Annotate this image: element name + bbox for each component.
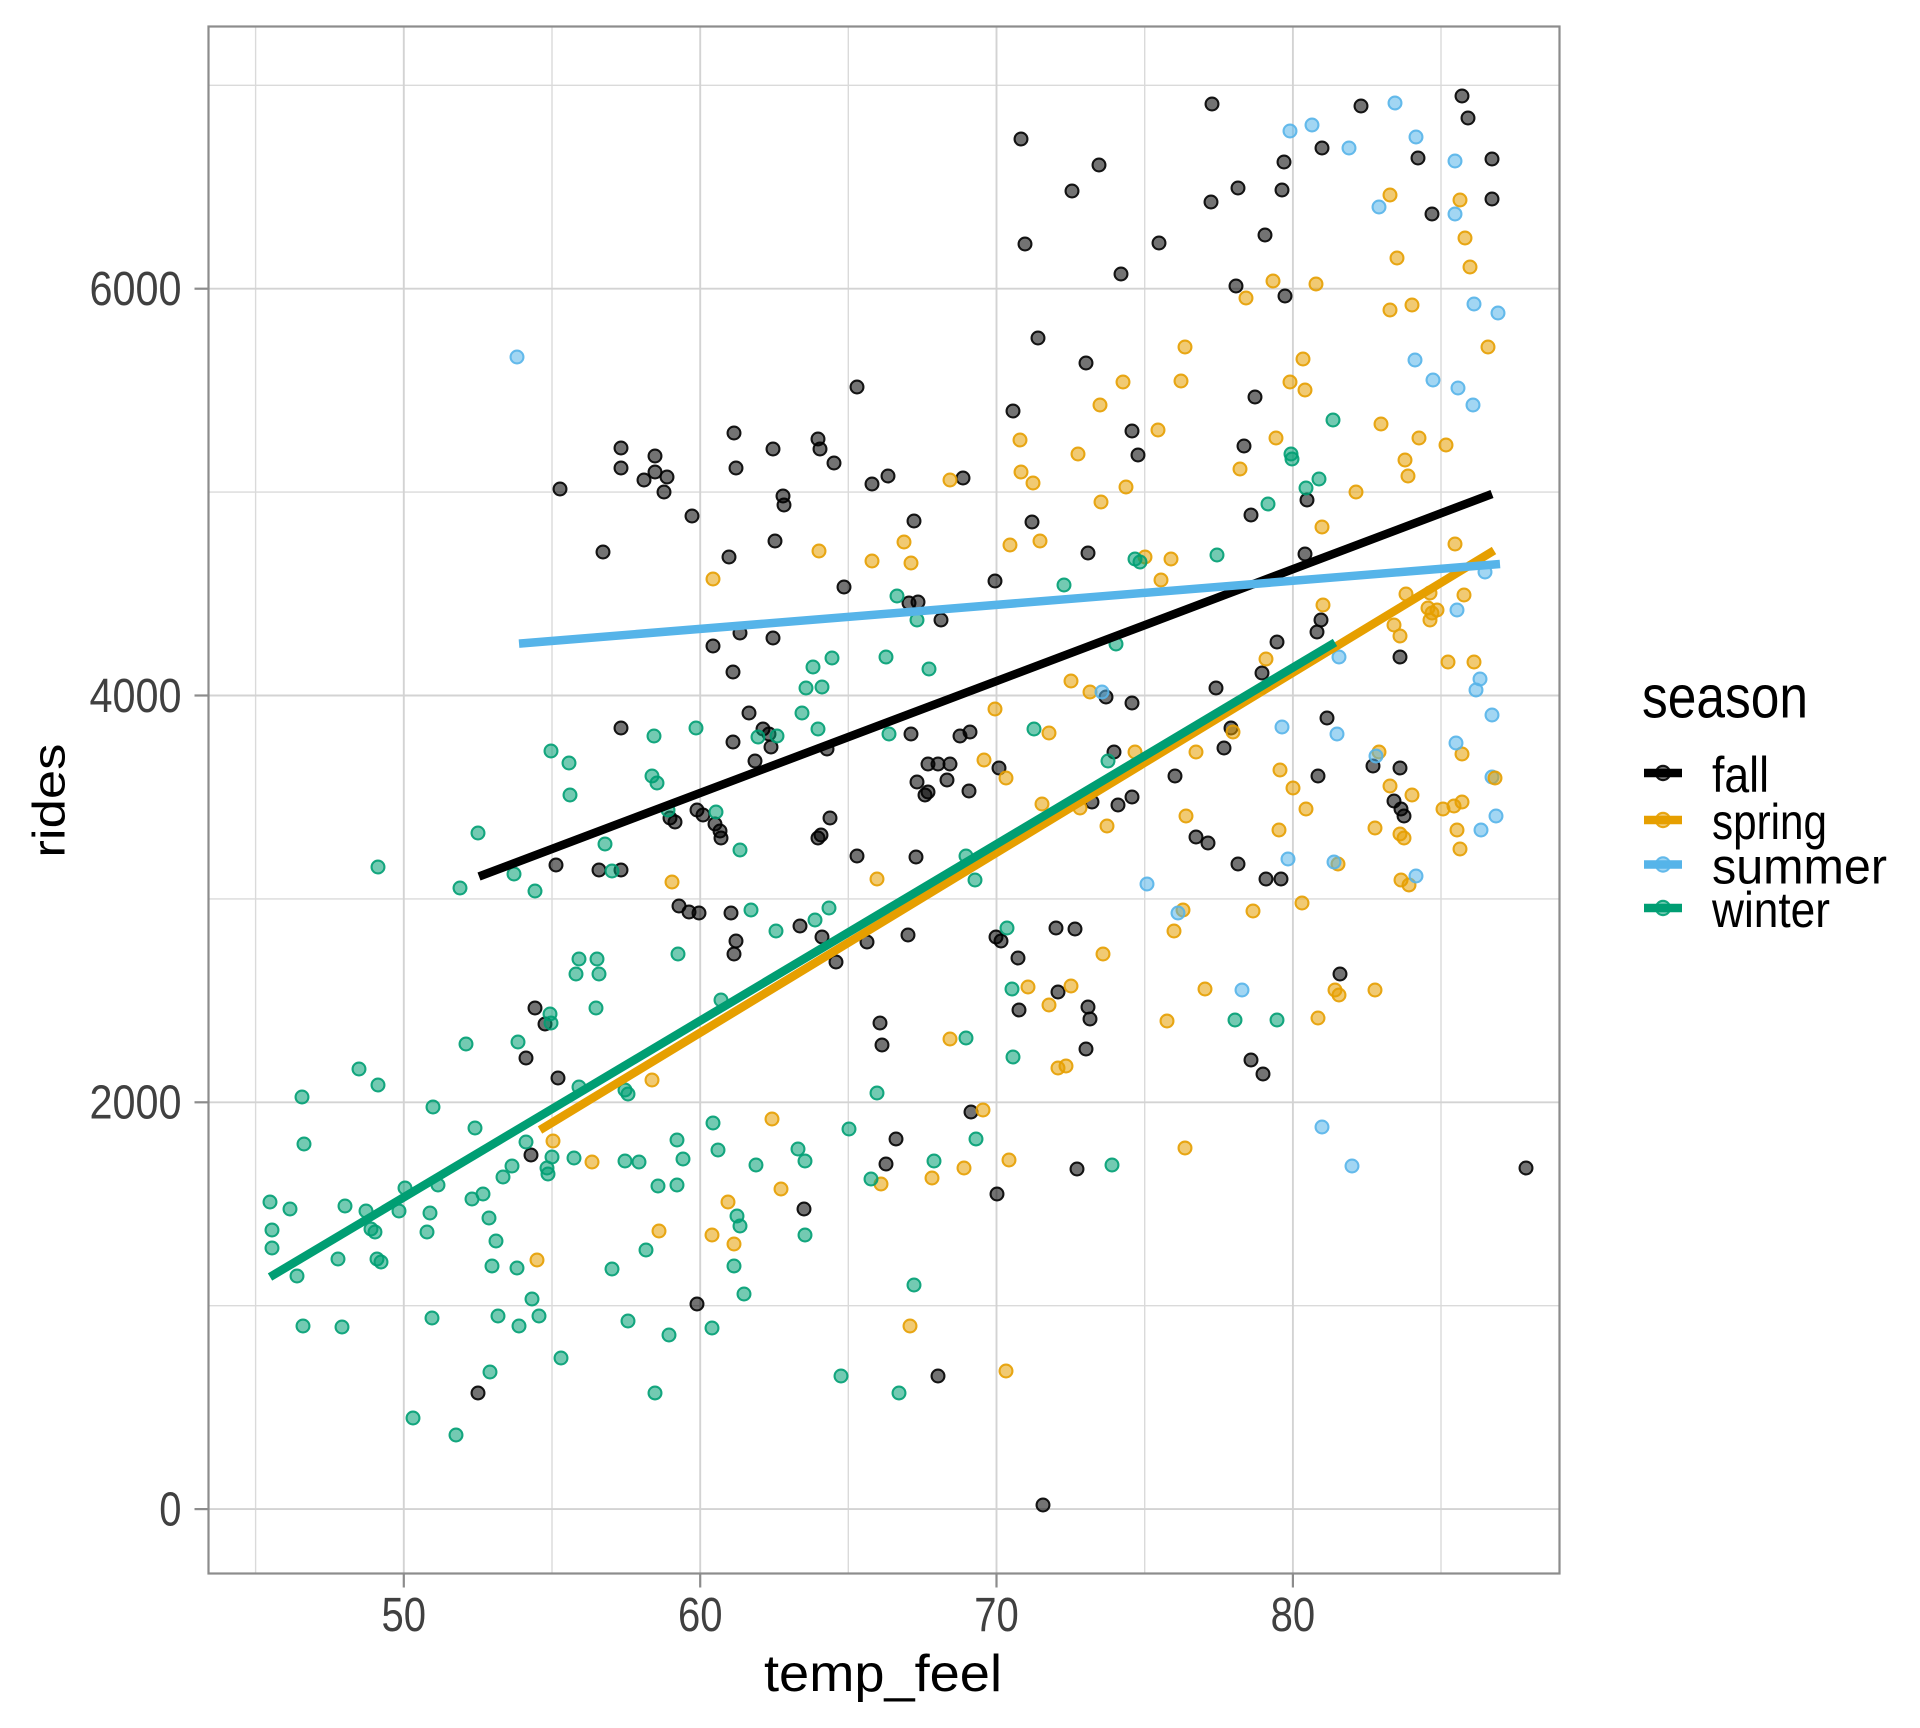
svg-text:spring: spring xyxy=(1712,794,1827,850)
svg-text:fall: fall xyxy=(1712,747,1769,803)
svg-text:summer: summer xyxy=(1712,839,1887,895)
svg-text:2000: 2000 xyxy=(90,1077,182,1130)
svg-text:0: 0 xyxy=(159,1484,181,1537)
svg-text:season: season xyxy=(1642,664,1808,731)
svg-text:temp_feel: temp_feel xyxy=(764,1645,1002,1703)
svg-text:70: 70 xyxy=(974,1589,1019,1642)
svg-text:80: 80 xyxy=(1271,1589,1316,1642)
svg-text:winter: winter xyxy=(1711,882,1830,938)
svg-text:60: 60 xyxy=(678,1589,723,1642)
svg-text:rides: rides xyxy=(24,744,75,858)
svg-text:4000: 4000 xyxy=(90,670,182,723)
svg-text:50: 50 xyxy=(382,1589,427,1642)
svg-text:6000: 6000 xyxy=(90,263,182,316)
